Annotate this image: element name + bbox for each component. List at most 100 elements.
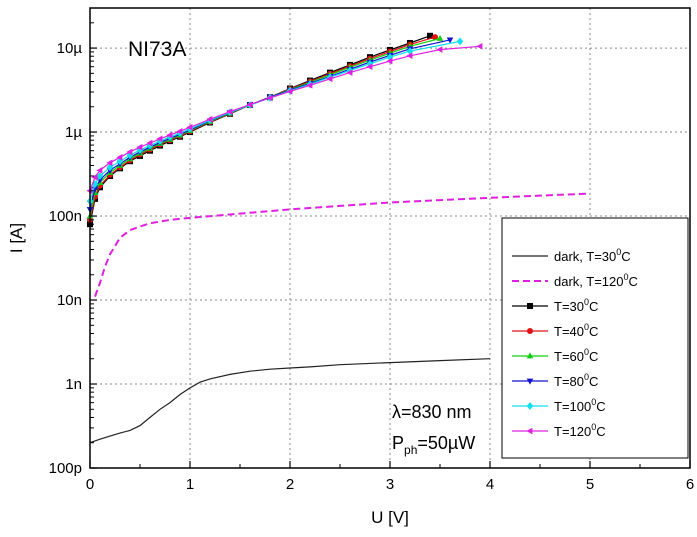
data-point (96, 167, 103, 174)
legend-label-main: T=40 (554, 324, 584, 339)
legend-label-main: T=120 (554, 424, 591, 439)
legend-label: T=1200C (554, 422, 606, 439)
power-base: P (392, 433, 404, 453)
power-annotation: Pph=50µW (392, 433, 475, 457)
legend-label: T=1000C (554, 397, 606, 414)
legend-label: T=400C (554, 322, 598, 339)
data-point (186, 123, 193, 131)
legend-label: T=300C (554, 297, 598, 314)
series-line (89, 40, 461, 202)
legend-box (501, 217, 689, 459)
legend-label: T=800C (554, 372, 598, 389)
x-axis-label: U [V] (371, 508, 409, 527)
series-group (86, 32, 591, 444)
data-point (527, 303, 533, 309)
legend-label-main: T=100 (554, 399, 591, 414)
lambda-symbol: λ (392, 402, 401, 422)
data-point (96, 172, 104, 180)
x-tick-label: 1 (186, 476, 194, 493)
legend-entry: T=1000C (512, 397, 606, 414)
y-tick-label: 100p (49, 460, 82, 477)
y-tick-label: 10n (57, 292, 82, 309)
data-point (226, 108, 233, 115)
legend-entry: dark, T=300C (512, 247, 631, 264)
legend-label-main: T=30 (554, 299, 584, 314)
legend-label-sup: 0 (584, 347, 589, 357)
legend-entry: T=800C (512, 372, 598, 389)
data-point (436, 46, 443, 53)
power-value: =50µW (417, 433, 475, 453)
x-tick-label: 3 (386, 476, 394, 493)
data-point (286, 88, 293, 95)
data-point (166, 131, 173, 139)
series-2 (87, 32, 433, 228)
legend-entry: T=400C (512, 322, 598, 339)
legend-label-tail: C (596, 399, 605, 414)
series-line (89, 39, 451, 210)
legend-label-sup: 0 (591, 397, 596, 407)
x-tick-label: 5 (586, 476, 594, 493)
series-0 (89, 358, 491, 444)
y-tick-label: 100n (49, 208, 82, 225)
x-tick-label: 2 (286, 476, 294, 493)
series-line (89, 36, 436, 221)
series-line (89, 45, 481, 192)
data-point (246, 101, 253, 108)
legend-label-sup: 0 (624, 272, 629, 282)
legend-entry: T=1200C (512, 422, 606, 439)
data-point (406, 52, 413, 60)
wavelength-value: =830 nm (401, 402, 472, 422)
legend-label-sup: 0 (584, 297, 589, 307)
x-tick-label: 0 (86, 476, 94, 493)
legend-label-tail: C (589, 324, 598, 339)
x-tick-label: 4 (486, 476, 494, 493)
series-line (94, 192, 591, 297)
data-point (156, 135, 163, 143)
series-7 (86, 42, 483, 195)
y-tick-label: 1µ (65, 124, 82, 141)
series-line (89, 358, 491, 444)
data-point (116, 154, 123, 161)
x-tick-label: 6 (686, 476, 694, 493)
legend-label-tail: C (629, 274, 638, 289)
legend-entry: T=300C (512, 297, 598, 314)
data-point (346, 69, 353, 76)
legend-entry: T=600C (512, 347, 598, 364)
data-point (446, 37, 454, 44)
data-point (176, 128, 183, 135)
ticks: 0 1 2 3 4 5 6 100p 1n 10n 100n 1µ 10µ (49, 7, 694, 493)
legend-label-sup: 0 (584, 372, 589, 382)
data-point (526, 378, 534, 385)
legend-label-tail: C (589, 299, 598, 314)
series-6 (86, 37, 464, 206)
legend-label-main: dark, T=30 (554, 249, 616, 264)
data-point (366, 59, 374, 68)
y-tick-label: 10µ (57, 40, 83, 57)
data-point (206, 115, 213, 123)
data-point (106, 159, 113, 167)
data-point (456, 37, 464, 46)
legend-label-tail: C (621, 249, 630, 264)
data-point (527, 328, 533, 334)
legend-label: T=600C (554, 347, 598, 364)
legend-label-tail: C (589, 349, 598, 364)
legend-label: dark, T=1200C (554, 272, 638, 289)
data-point (266, 94, 273, 102)
data-point (306, 82, 313, 89)
data-point (366, 63, 373, 71)
data-point (386, 57, 393, 65)
series-1 (94, 192, 591, 297)
wavelength-annotation: λ=830 nm (392, 402, 472, 422)
legend-label-tail: C (596, 424, 605, 439)
legend-label-sup: 0 (591, 422, 596, 432)
data-point (436, 34, 444, 41)
legend-label-sup: 0 (616, 247, 621, 257)
data-point (526, 352, 534, 359)
series-line (89, 37, 441, 217)
legend-label-tail: C (589, 374, 598, 389)
legend-label-main: dark, T=120 (554, 274, 624, 289)
y-tick-label: 1n (65, 376, 82, 393)
data-point (136, 143, 143, 151)
